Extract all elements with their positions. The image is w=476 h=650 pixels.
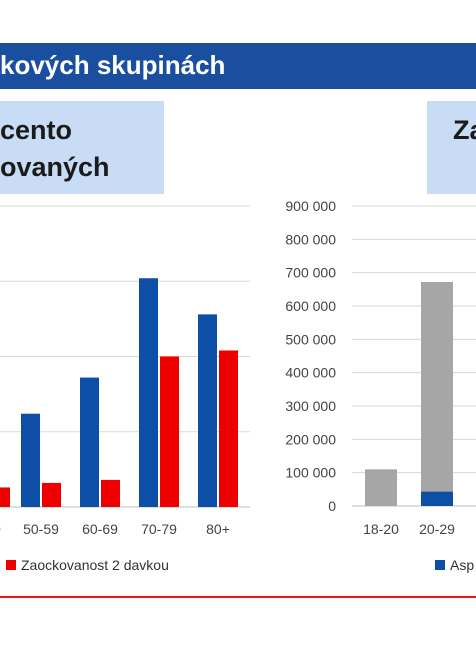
- right-y-tick-label: 200 000: [285, 431, 336, 447]
- left-x-tick-label: 70-79: [141, 521, 177, 537]
- left-chart-title-box: cento ovaných: [0, 101, 164, 194]
- bottom-divider: [0, 596, 476, 598]
- right-y-tick-label: 100 000: [285, 465, 336, 481]
- right-y-tick-label: 800 000: [285, 231, 336, 247]
- left-chart-title-line1: cento: [0, 115, 73, 145]
- page-title: kových skupinách: [0, 50, 226, 80]
- left-x-tick-label: …9: [0, 521, 1, 537]
- right-y-tick-label: 300 000: [285, 398, 336, 414]
- left-x-tick-label: 60-69: [82, 521, 118, 537]
- left-bar-blue: [198, 314, 217, 507]
- left-bar-red: [219, 350, 238, 507]
- left-chart-title-line2: ovaných: [0, 152, 110, 182]
- right-y-tick-label: 500 000: [285, 331, 336, 347]
- right-x-tick-label: 18-20: [363, 521, 399, 537]
- right-bar-gray: [421, 282, 453, 506]
- right-bar-blue: [421, 491, 453, 506]
- legend-swatch-blue: [435, 560, 445, 570]
- right-y-tick-label: 400 000: [285, 365, 336, 381]
- left-bar-red: [0, 487, 10, 507]
- left-bar-blue: [21, 413, 40, 507]
- left-bar-red: [101, 479, 120, 507]
- right-chart-title: Za: [453, 115, 476, 145]
- legend-swatch-red: [6, 560, 16, 570]
- right-chart-title-box: Za: [427, 101, 476, 194]
- left-bar-red: [42, 482, 61, 507]
- left-x-tick-label: 50-59: [23, 521, 59, 537]
- left-bar-blue: [139, 278, 158, 507]
- left-bar-red: [160, 356, 179, 507]
- left-x-tick-label: 80+: [206, 521, 230, 537]
- legend-label-left: Zaockovanost 2 davkou: [21, 557, 169, 573]
- right-x-tick-label: 20-29: [419, 521, 455, 537]
- right-bar-gray: [365, 469, 397, 506]
- right-y-tick-label: 900 000: [285, 198, 336, 214]
- right-y-tick-label: 600 000: [285, 298, 336, 314]
- right-y-tick-label: 700 000: [285, 265, 336, 281]
- header-bar: kových skupinách: [0, 43, 476, 89]
- right-y-tick-label: 0: [328, 498, 336, 514]
- left-bar-blue: [80, 377, 99, 507]
- legend-label-right: Asp: [450, 557, 474, 573]
